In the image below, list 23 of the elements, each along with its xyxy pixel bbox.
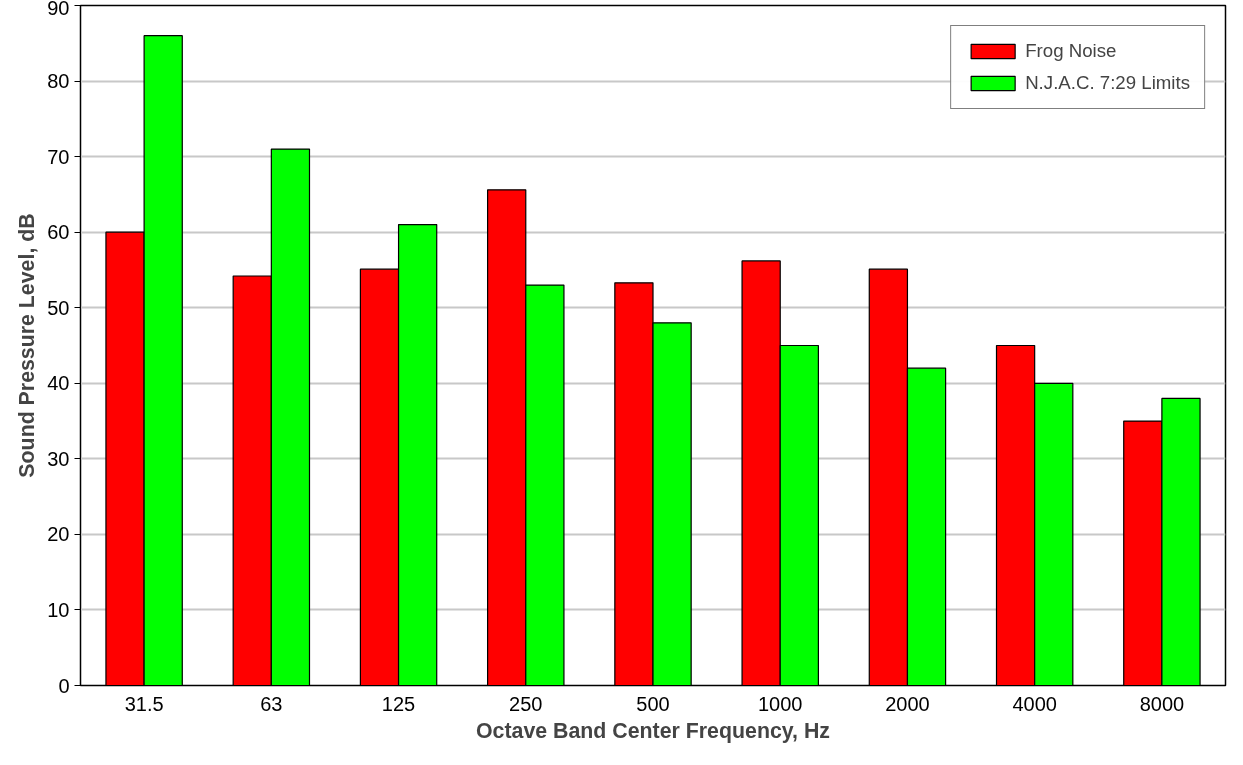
x-tick-label: 31.5 (124, 692, 164, 715)
x-tick-label: 63 (260, 692, 283, 715)
y-tick-label: 10 (47, 598, 70, 621)
x-tick-label: 4000 (1012, 692, 1057, 715)
y-tick-label: 50 (47, 296, 70, 319)
y-tick-label: 90 (47, 0, 70, 19)
legend-label: Frog Noise (1025, 40, 1117, 62)
y-tick-label: 30 (47, 447, 70, 470)
y-axis-title: Sound Pressure Level, dB (15, 213, 40, 478)
y-tick-label: 20 (47, 523, 70, 546)
y-tick-label: 70 (47, 145, 70, 168)
x-axis-title: Octave Band Center Frequency, Hz (476, 718, 831, 743)
x-tick-label: 500 (636, 692, 670, 715)
x-tick-label: 8000 (1139, 692, 1185, 715)
x-tick-label: 125 (381, 692, 416, 715)
y-tick-label: 60 (47, 221, 70, 244)
y-tick-label: 0 (58, 674, 70, 697)
legend-label: N.J.A.C. 7:29 Limits (1025, 72, 1190, 94)
x-tick-label: 1000 (757, 692, 803, 715)
y-tick-label: 40 (47, 372, 70, 395)
x-tick-label: 2000 (885, 692, 930, 715)
y-tick-label: 80 (47, 70, 70, 93)
x-tick-label: 250 (509, 692, 543, 715)
